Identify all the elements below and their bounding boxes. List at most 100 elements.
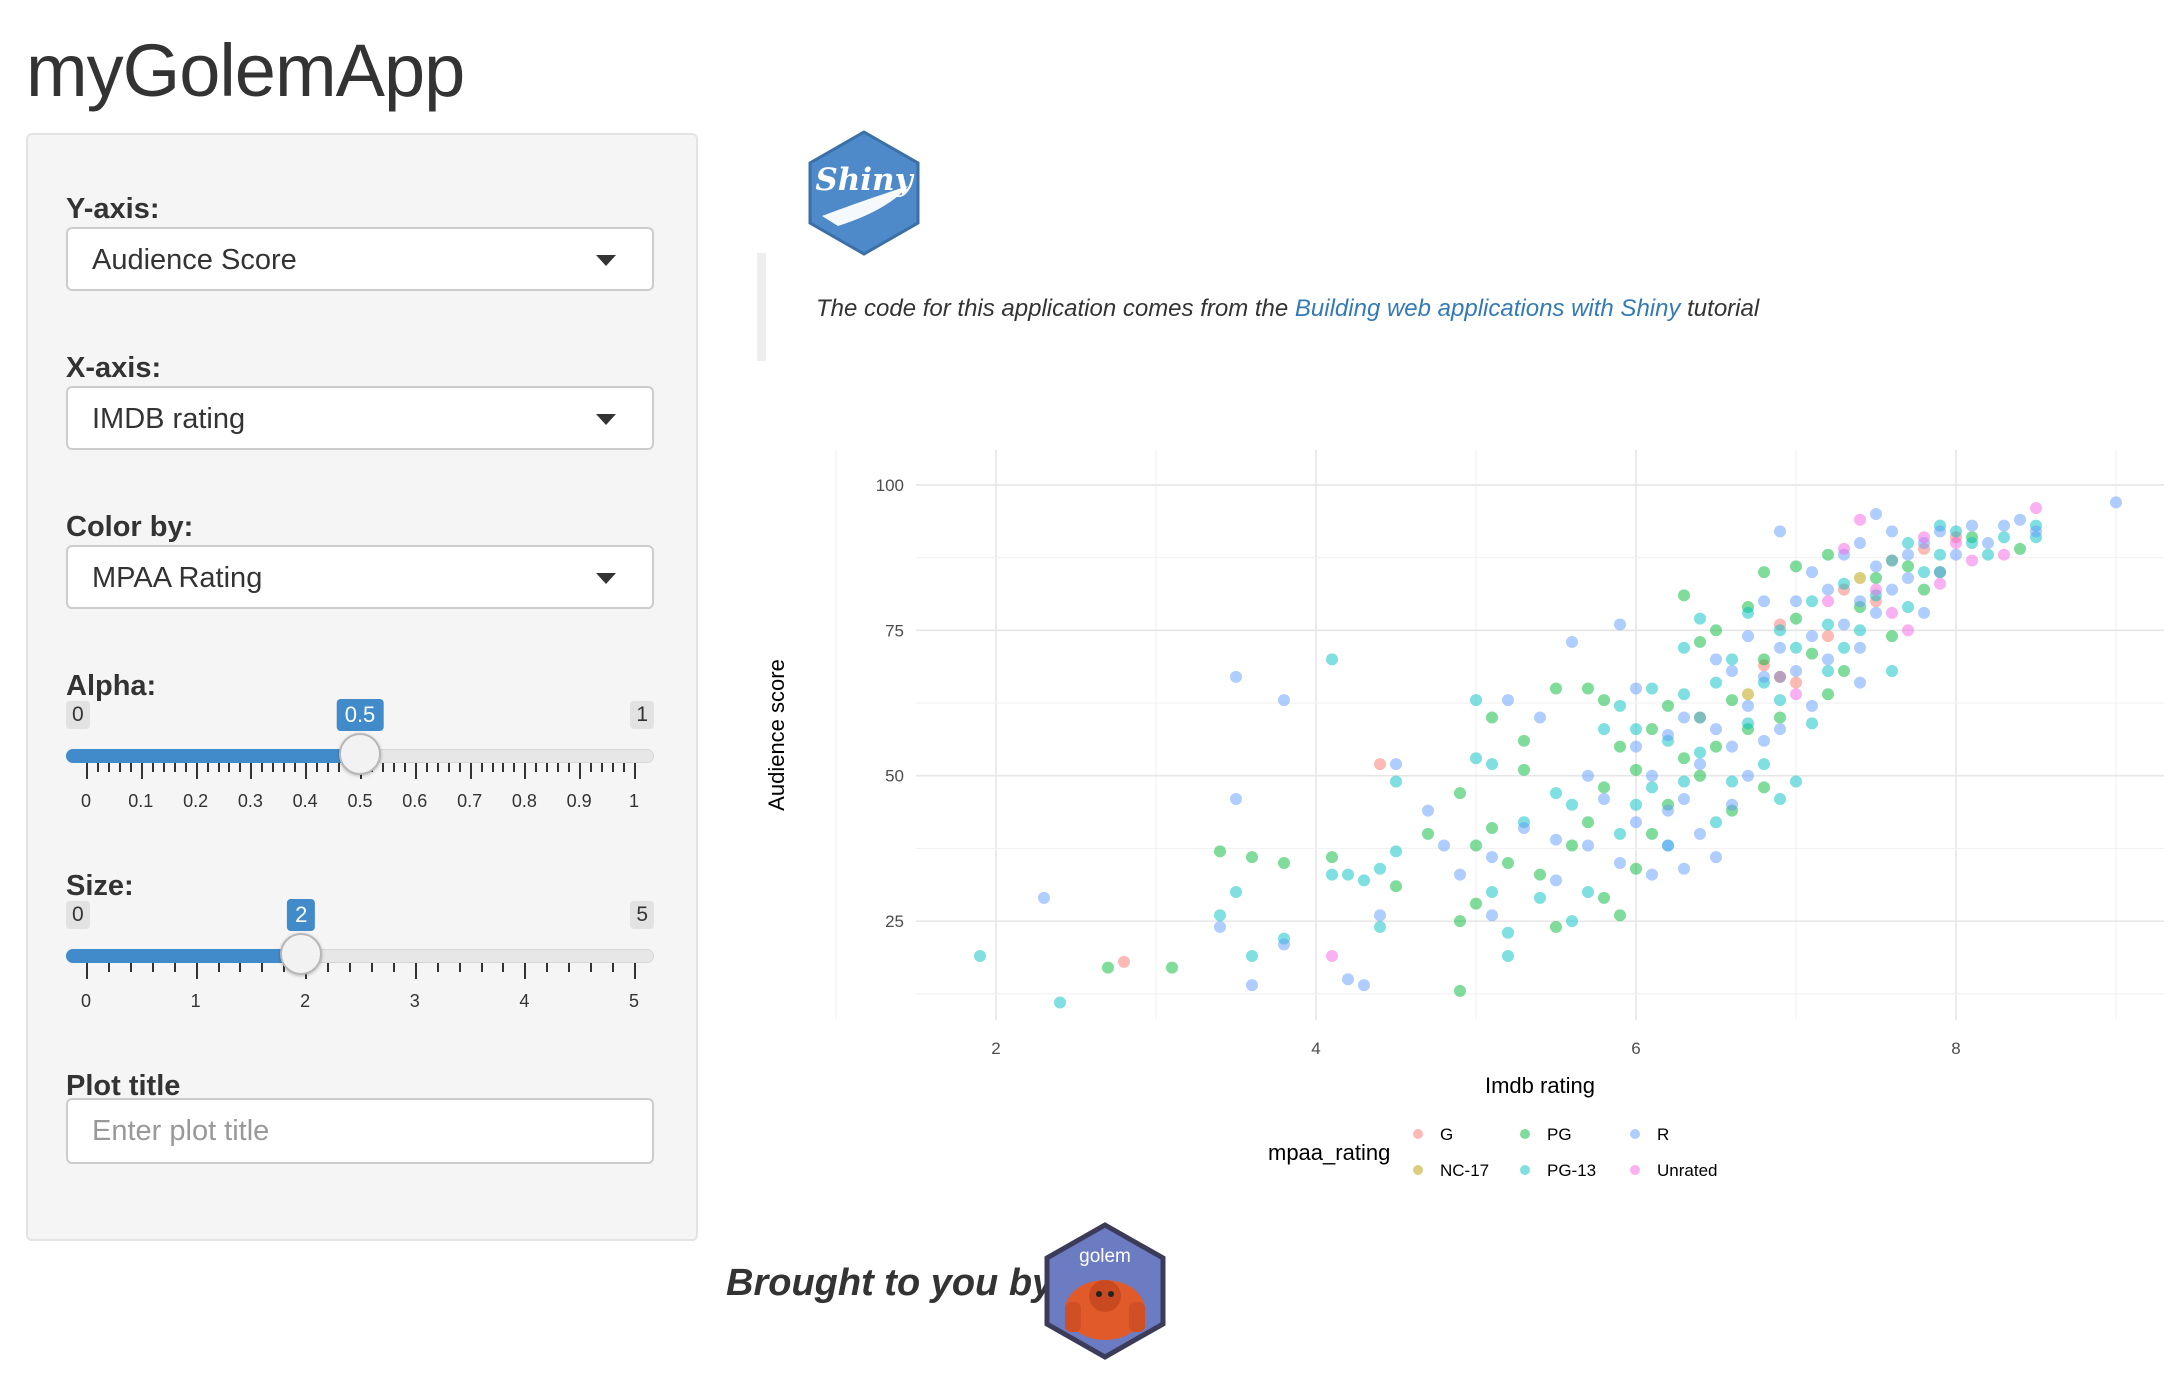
data-point-pg-13	[1390, 775, 1402, 788]
data-point-pg	[1918, 583, 1930, 596]
data-point-pg	[1646, 827, 1658, 840]
data-point-pg-13	[1694, 711, 1706, 724]
data-point-r	[1774, 723, 1786, 736]
data-point-pg	[1838, 665, 1850, 678]
data-point-r	[1710, 723, 1722, 736]
slider-minor-tick	[173, 963, 176, 972]
data-point-pg	[1614, 909, 1626, 922]
data-point-pg	[1102, 961, 1114, 974]
data-point-g	[1790, 676, 1802, 689]
data-point-r	[1790, 665, 1802, 678]
data-point-r	[1934, 525, 1946, 538]
golem-logo-text: golem	[1079, 1246, 1131, 1267]
slider-max-label: 1	[630, 701, 654, 729]
slider-minor-tick	[151, 763, 154, 772]
slider-tick-label: 4	[519, 991, 530, 1011]
slider-handle[interactable]	[280, 933, 323, 975]
data-point-unrated	[1966, 554, 1978, 567]
data-point-r	[1358, 979, 1370, 992]
slider-minor-tick	[425, 763, 428, 772]
legend-label: PG-13	[1547, 1161, 1596, 1180]
slider-tick-label: 0.6	[402, 791, 428, 811]
data-point-pg-13	[1550, 787, 1562, 800]
data-point-pg-13	[1934, 548, 1946, 561]
slider-minor-tick	[568, 763, 571, 772]
slider-tick-label: 2	[300, 991, 311, 1011]
slider-minor-tick	[294, 763, 297, 772]
data-point-pg-13	[1246, 950, 1258, 963]
data-point-pg-13	[1646, 781, 1658, 794]
slider-minor-tick	[436, 963, 439, 972]
data-point-r	[1806, 566, 1818, 579]
slider-major-tick	[86, 763, 88, 779]
color-by-select[interactable]: MPAA Rating	[66, 545, 654, 609]
data-point-r	[1342, 973, 1354, 986]
data-point-r	[1454, 868, 1466, 881]
data-point-pg	[1758, 653, 1770, 666]
data-point-pg-13	[1470, 694, 1482, 707]
y-axis-select[interactable]: Audience Score	[66, 227, 654, 291]
x-tick-label: 2	[991, 1039, 1000, 1058]
slider-minor-tick	[272, 763, 275, 772]
data-point-r	[1662, 729, 1674, 741]
data-point-pg-13	[1790, 775, 1802, 788]
data-point-r	[1630, 740, 1642, 753]
slider-minor-tick	[568, 963, 571, 972]
data-point-r	[1854, 537, 1866, 550]
data-point-pg-13	[1502, 926, 1514, 939]
slider-minor-tick	[392, 763, 395, 772]
data-point-pg	[1886, 630, 1898, 643]
slider-minor-tick	[151, 963, 154, 972]
tutorial-link[interactable]: Building web applications with Shiny	[1294, 295, 1681, 322]
data-point-unrated	[1870, 583, 1882, 596]
data-point-pg-13	[1374, 920, 1386, 933]
data-point-unrated	[1326, 950, 1338, 963]
data-point-pg-13	[1326, 868, 1338, 881]
data-point-pg	[1790, 560, 1802, 573]
slider-tick-label: 0.1	[128, 791, 154, 811]
data-point-pg-13	[1774, 624, 1786, 637]
slider-major-tick	[195, 763, 198, 779]
data-point-pg-13	[1694, 612, 1706, 625]
data-point-r	[1278, 694, 1290, 707]
slider-minor-tick	[327, 763, 330, 772]
data-point-pg	[1630, 763, 1642, 776]
data-point-pg	[1902, 560, 1914, 573]
data-point-pg-13	[1566, 915, 1578, 928]
data-point-pg	[1470, 897, 1482, 910]
data-point-pg	[1598, 694, 1610, 707]
data-point-pg	[1454, 984, 1466, 997]
y-tick-label: 50	[885, 767, 904, 786]
data-point-pg	[1710, 740, 1722, 753]
slider-handle[interactable]	[339, 733, 381, 775]
data-point-pg-13	[1326, 653, 1338, 666]
data-point-pg-13	[1806, 717, 1818, 730]
data-point-pg-13	[1710, 676, 1722, 689]
size-slider[interactable]: 0 5 2 0 1 2 3 4 5	[66, 899, 658, 1021]
slider-tick-label: 1	[628, 791, 640, 811]
data-point-r	[1886, 583, 1898, 596]
legend-key-nc-17	[1413, 1165, 1423, 1175]
data-point-r	[1758, 595, 1770, 608]
alpha-slider[interactable]: 0 1 0.5 0 0.1 0.2 0.3 0.4 0.5 0.6 0.7 0.8 0.9 1	[66, 699, 658, 821]
data-point-r	[1902, 571, 1914, 584]
data-point-pg-13	[1614, 827, 1626, 840]
x-axis-select[interactable]: IMDB rating	[66, 386, 654, 450]
data-point-r	[1662, 804, 1674, 817]
legend-label: NC-17	[1440, 1161, 1489, 1180]
data-point-r	[1806, 630, 1818, 643]
x-axis-selected-value: IMDB rating	[92, 403, 246, 435]
slider-tick-label: 0.9	[566, 791, 592, 811]
data-point-r	[1726, 665, 1738, 678]
slider-minor-tick	[590, 763, 593, 772]
data-point-pg	[1726, 694, 1738, 707]
slider-major-tick	[195, 963, 198, 979]
plot-title-input[interactable]	[66, 1098, 654, 1164]
data-point-pg-13	[1726, 775, 1738, 788]
data-point-pg-13	[1774, 792, 1786, 805]
data-point-r	[1982, 537, 1994, 550]
data-point-r	[1742, 630, 1754, 643]
legend-key-g	[1413, 1129, 1423, 1139]
slider-ticks	[66, 963, 654, 983]
legend-label: R	[1657, 1125, 1669, 1144]
